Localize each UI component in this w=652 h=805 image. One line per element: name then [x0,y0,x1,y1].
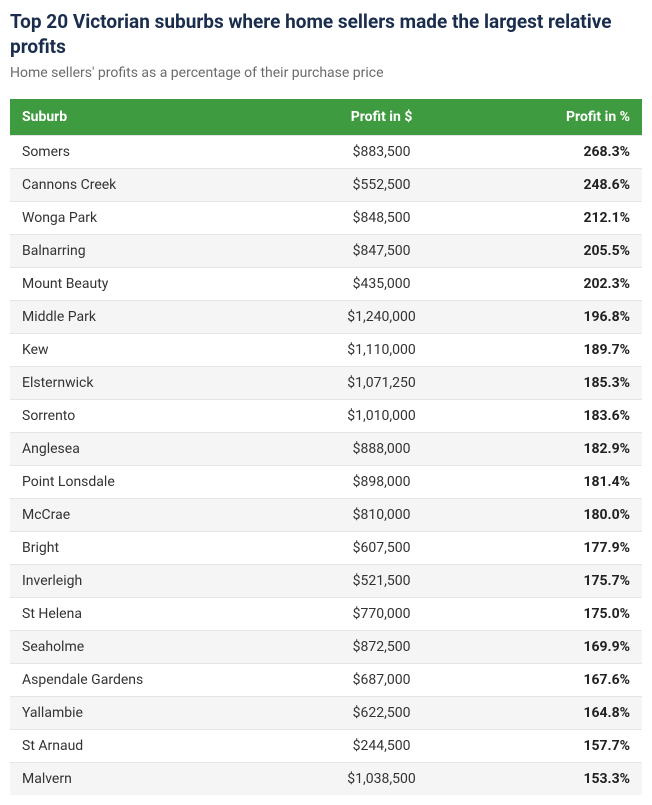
cell-profit-dollar: $1,110,000 [292,334,471,367]
table-row: Bright$607,500177.9% [10,532,642,565]
cell-profit-dollar: $1,010,000 [292,400,471,433]
table-row: Kew$1,110,000189.7% [10,334,642,367]
table-row: St Arnaud$244,500157.7% [10,730,642,763]
cell-profit-dollar: $607,500 [292,532,471,565]
table-row: Elsternwick$1,071,250185.3% [10,367,642,400]
table-row: McCrae$810,000180.0% [10,499,642,532]
cell-profit-dollar: $244,500 [292,730,471,763]
page-title: Top 20 Victorian suburbs where home sell… [10,10,642,59]
cell-suburb: St Arnaud [10,730,292,763]
table-row: Middle Park$1,240,000196.8% [10,301,642,334]
table-row: Anglesea$888,000182.9% [10,433,642,466]
cell-suburb: Seaholme [10,631,292,664]
cell-profit-pct: 183.6% [471,400,642,433]
cell-suburb: Balnarring [10,235,292,268]
cell-suburb: Cannons Creek [10,169,292,202]
cell-suburb: Middle Park [10,301,292,334]
cell-profit-dollar: $622,500 [292,697,471,730]
cell-profit-pct: 157.7% [471,730,642,763]
cell-profit-dollar: $872,500 [292,631,471,664]
table-row: Wonga Park$848,500212.1% [10,202,642,235]
cell-profit-pct: 212.1% [471,202,642,235]
cell-suburb: Aspendale Gardens [10,664,292,697]
table-row: Balnarring$847,500205.5% [10,235,642,268]
cell-suburb: Point Lonsdale [10,466,292,499]
cell-profit-pct: 164.8% [471,697,642,730]
cell-profit-pct: 181.4% [471,466,642,499]
cell-suburb: Kew [10,334,292,367]
cell-profit-dollar: $1,240,000 [292,301,471,334]
cell-profit-pct: 167.6% [471,664,642,697]
cell-profit-pct: 248.6% [471,169,642,202]
cell-profit-pct: 182.9% [471,433,642,466]
cell-profit-pct: 189.7% [471,334,642,367]
cell-suburb: Anglesea [10,433,292,466]
cell-profit-dollar: $888,000 [292,433,471,466]
table-row: Mount Beauty$435,000202.3% [10,268,642,301]
cell-profit-dollar: $898,000 [292,466,471,499]
cell-profit-dollar: $552,500 [292,169,471,202]
table-row: St Helena$770,000175.0% [10,598,642,631]
cell-suburb: Somers [10,136,292,169]
cell-profit-pct: 175.7% [471,565,642,598]
cell-suburb: Malvern [10,763,292,796]
cell-profit-dollar: $1,071,250 [292,367,471,400]
cell-suburb: Elsternwick [10,367,292,400]
cell-profit-pct: 196.8% [471,301,642,334]
table-row: Cannons Creek$552,500248.6% [10,169,642,202]
table-row: Seaholme$872,500169.9% [10,631,642,664]
cell-profit-pct: 153.3% [471,763,642,796]
cell-profit-pct: 185.3% [471,367,642,400]
table-row: Sorrento$1,010,000183.6% [10,400,642,433]
cell-profit-dollar: $687,000 [292,664,471,697]
cell-profit-dollar: $435,000 [292,268,471,301]
cell-suburb: McCrae [10,499,292,532]
table-row: Yallambie$622,500164.8% [10,697,642,730]
cell-suburb: Wonga Park [10,202,292,235]
table-row: Aspendale Gardens$687,000167.6% [10,664,642,697]
cell-suburb: St Helena [10,598,292,631]
cell-profit-dollar: $810,000 [292,499,471,532]
cell-suburb: Bright [10,532,292,565]
cell-suburb: Yallambie [10,697,292,730]
cell-profit-dollar: $883,500 [292,136,471,169]
profits-table: Suburb Profit in $ Profit in % Somers$88… [10,99,642,795]
col-header-profit-pct: Profit in % [471,99,642,136]
cell-profit-pct: 169.9% [471,631,642,664]
cell-profit-pct: 202.3% [471,268,642,301]
page-subtitle: Home sellers' profits as a percentage of… [10,65,642,81]
table-row: Inverleigh$521,500175.7% [10,565,642,598]
cell-profit-pct: 268.3% [471,136,642,169]
col-header-profit-dollar: Profit in $ [292,99,471,136]
cell-profit-pct: 175.0% [471,598,642,631]
cell-profit-dollar: $770,000 [292,598,471,631]
cell-suburb: Inverleigh [10,565,292,598]
cell-profit-dollar: $847,500 [292,235,471,268]
cell-profit-dollar: $521,500 [292,565,471,598]
cell-profit-dollar: $1,038,500 [292,763,471,796]
table-row: Point Lonsdale$898,000181.4% [10,466,642,499]
cell-profit-pct: 177.9% [471,532,642,565]
table-row: Malvern$1,038,500153.3% [10,763,642,796]
col-header-suburb: Suburb [10,99,292,136]
cell-profit-pct: 180.0% [471,499,642,532]
table-header-row: Suburb Profit in $ Profit in % [10,99,642,136]
cell-profit-dollar: $848,500 [292,202,471,235]
table-row: Somers$883,500268.3% [10,136,642,169]
cell-suburb: Mount Beauty [10,268,292,301]
cell-suburb: Sorrento [10,400,292,433]
cell-profit-pct: 205.5% [471,235,642,268]
